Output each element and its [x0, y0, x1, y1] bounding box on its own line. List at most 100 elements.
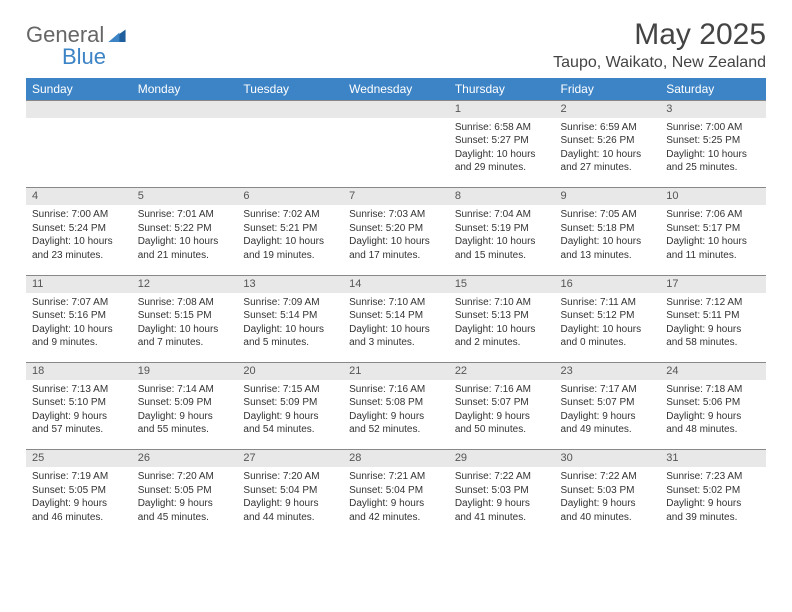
daylight-text: Daylight: 9 hours and 58 minutes. [666, 323, 760, 350]
day-info-cell: Sunrise: 7:16 AMSunset: 5:07 PMDaylight:… [449, 380, 555, 450]
day-number-cell: 17 [660, 275, 766, 292]
sunset-text: Sunset: 5:04 PM [349, 484, 443, 498]
day-info-row: Sunrise: 7:07 AMSunset: 5:16 PMDaylight:… [26, 293, 766, 363]
day-header: Tuesday [237, 78, 343, 101]
day-number-cell: 19 [132, 363, 238, 380]
sunset-text: Sunset: 5:06 PM [666, 396, 760, 410]
day-info-cell: Sunrise: 6:58 AMSunset: 5:27 PMDaylight:… [449, 118, 555, 188]
daylight-text: Daylight: 9 hours and 50 minutes. [455, 410, 549, 437]
day-number: 5 [138, 190, 144, 202]
daylight-text: Daylight: 10 hours and 0 minutes. [561, 323, 655, 350]
day-number: 16 [561, 278, 573, 290]
daylight-text: Daylight: 10 hours and 17 minutes. [349, 235, 443, 262]
day-number-cell: 30 [555, 450, 661, 467]
day-info-cell: Sunrise: 7:11 AMSunset: 5:12 PMDaylight:… [555, 293, 661, 363]
day-number: 17 [666, 278, 678, 290]
sunset-text: Sunset: 5:17 PM [666, 222, 760, 236]
day-number-cell: 13 [237, 275, 343, 292]
day-info-row: Sunrise: 6:58 AMSunset: 5:27 PMDaylight:… [26, 118, 766, 188]
day-number-cell: 26 [132, 450, 238, 467]
day-number-row: 123 [26, 101, 766, 118]
day-number-cell: 4 [26, 188, 132, 205]
day-number-cell [132, 101, 238, 118]
day-info-cell: Sunrise: 7:01 AMSunset: 5:22 PMDaylight:… [132, 205, 238, 275]
day-number: 27 [243, 452, 255, 464]
day-header: Thursday [449, 78, 555, 101]
day-number-cell: 18 [26, 363, 132, 380]
day-number-cell: 6 [237, 188, 343, 205]
day-number: 2 [561, 103, 567, 115]
day-info-cell: Sunrise: 7:04 AMSunset: 5:19 PMDaylight:… [449, 205, 555, 275]
day-number: 8 [455, 190, 461, 202]
daylight-text: Daylight: 9 hours and 40 minutes. [561, 497, 655, 524]
day-number: 29 [455, 452, 467, 464]
sunset-text: Sunset: 5:18 PM [561, 222, 655, 236]
day-number-cell: 10 [660, 188, 766, 205]
day-number-row: 18192021222324 [26, 363, 766, 380]
sunset-text: Sunset: 5:03 PM [455, 484, 549, 498]
day-number: 13 [243, 278, 255, 290]
sunrise-text: Sunrise: 7:23 AM [666, 470, 760, 484]
sunset-text: Sunset: 5:09 PM [138, 396, 232, 410]
day-number-row: 11121314151617 [26, 275, 766, 292]
day-info-cell: Sunrise: 7:13 AMSunset: 5:10 PMDaylight:… [26, 380, 132, 450]
day-number-cell: 16 [555, 275, 661, 292]
day-info-cell: Sunrise: 7:21 AMSunset: 5:04 PMDaylight:… [343, 467, 449, 537]
day-number: 10 [666, 190, 678, 202]
day-info-cell [343, 118, 449, 188]
sunrise-text: Sunrise: 7:22 AM [455, 470, 549, 484]
day-info-cell: Sunrise: 7:03 AMSunset: 5:20 PMDaylight:… [343, 205, 449, 275]
day-number-cell: 14 [343, 275, 449, 292]
day-number-cell: 9 [555, 188, 661, 205]
daylight-text: Daylight: 9 hours and 49 minutes. [561, 410, 655, 437]
day-info-cell [26, 118, 132, 188]
sunrise-text: Sunrise: 7:12 AM [666, 296, 760, 310]
day-number: 30 [561, 452, 573, 464]
sunrise-text: Sunrise: 7:04 AM [455, 208, 549, 222]
day-number: 24 [666, 365, 678, 377]
daylight-text: Daylight: 9 hours and 42 minutes. [349, 497, 443, 524]
day-number: 11 [32, 278, 43, 290]
sunset-text: Sunset: 5:14 PM [349, 309, 443, 323]
daylight-text: Daylight: 9 hours and 55 minutes. [138, 410, 232, 437]
sunrise-text: Sunrise: 7:06 AM [666, 208, 760, 222]
sunset-text: Sunset: 5:03 PM [561, 484, 655, 498]
sunset-text: Sunset: 5:13 PM [455, 309, 549, 323]
day-info-cell: Sunrise: 7:00 AMSunset: 5:25 PMDaylight:… [660, 118, 766, 188]
daylight-text: Daylight: 9 hours and 39 minutes. [666, 497, 760, 524]
logo-triangle-icon [106, 24, 127, 46]
day-info-cell: Sunrise: 7:20 AMSunset: 5:04 PMDaylight:… [237, 467, 343, 537]
daylight-text: Daylight: 10 hours and 2 minutes. [455, 323, 549, 350]
sunrise-text: Sunrise: 7:15 AM [243, 383, 337, 397]
day-header-row: Sunday Monday Tuesday Wednesday Thursday… [26, 78, 766, 101]
day-number-cell [237, 101, 343, 118]
day-info-cell: Sunrise: 7:20 AMSunset: 5:05 PMDaylight:… [132, 467, 238, 537]
day-info-cell: Sunrise: 7:16 AMSunset: 5:08 PMDaylight:… [343, 380, 449, 450]
day-number-cell: 11 [26, 275, 132, 292]
daylight-text: Daylight: 10 hours and 27 minutes. [561, 148, 655, 175]
sunset-text: Sunset: 5:10 PM [32, 396, 126, 410]
sunset-text: Sunset: 5:12 PM [561, 309, 655, 323]
day-info-cell: Sunrise: 7:08 AMSunset: 5:15 PMDaylight:… [132, 293, 238, 363]
sunset-text: Sunset: 5:20 PM [349, 222, 443, 236]
day-number: 7 [349, 190, 355, 202]
daylight-text: Daylight: 10 hours and 3 minutes. [349, 323, 443, 350]
sunrise-text: Sunrise: 7:00 AM [666, 121, 760, 135]
day-info-row: Sunrise: 7:19 AMSunset: 5:05 PMDaylight:… [26, 467, 766, 537]
sunrise-text: Sunrise: 7:10 AM [349, 296, 443, 310]
day-number-row: 45678910 [26, 188, 766, 205]
day-number: 20 [243, 365, 255, 377]
sunrise-text: Sunrise: 7:18 AM [666, 383, 760, 397]
daylight-text: Daylight: 10 hours and 5 minutes. [243, 323, 337, 350]
day-info-cell: Sunrise: 7:07 AMSunset: 5:16 PMDaylight:… [26, 293, 132, 363]
day-number: 26 [138, 452, 150, 464]
day-number: 19 [138, 365, 150, 377]
day-info-cell: Sunrise: 7:23 AMSunset: 5:02 PMDaylight:… [660, 467, 766, 537]
day-header: Monday [132, 78, 238, 101]
title-block: May 2025 Taupo, Waikato, New Zealand [553, 18, 766, 72]
sunrise-text: Sunrise: 7:19 AM [32, 470, 126, 484]
sunrise-text: Sunrise: 6:59 AM [561, 121, 655, 135]
daylight-text: Daylight: 9 hours and 41 minutes. [455, 497, 549, 524]
calendar-body: 123 Sunrise: 6:58 AMSunset: 5:27 PMDayli… [26, 101, 766, 538]
daylight-text: Daylight: 9 hours and 44 minutes. [243, 497, 337, 524]
